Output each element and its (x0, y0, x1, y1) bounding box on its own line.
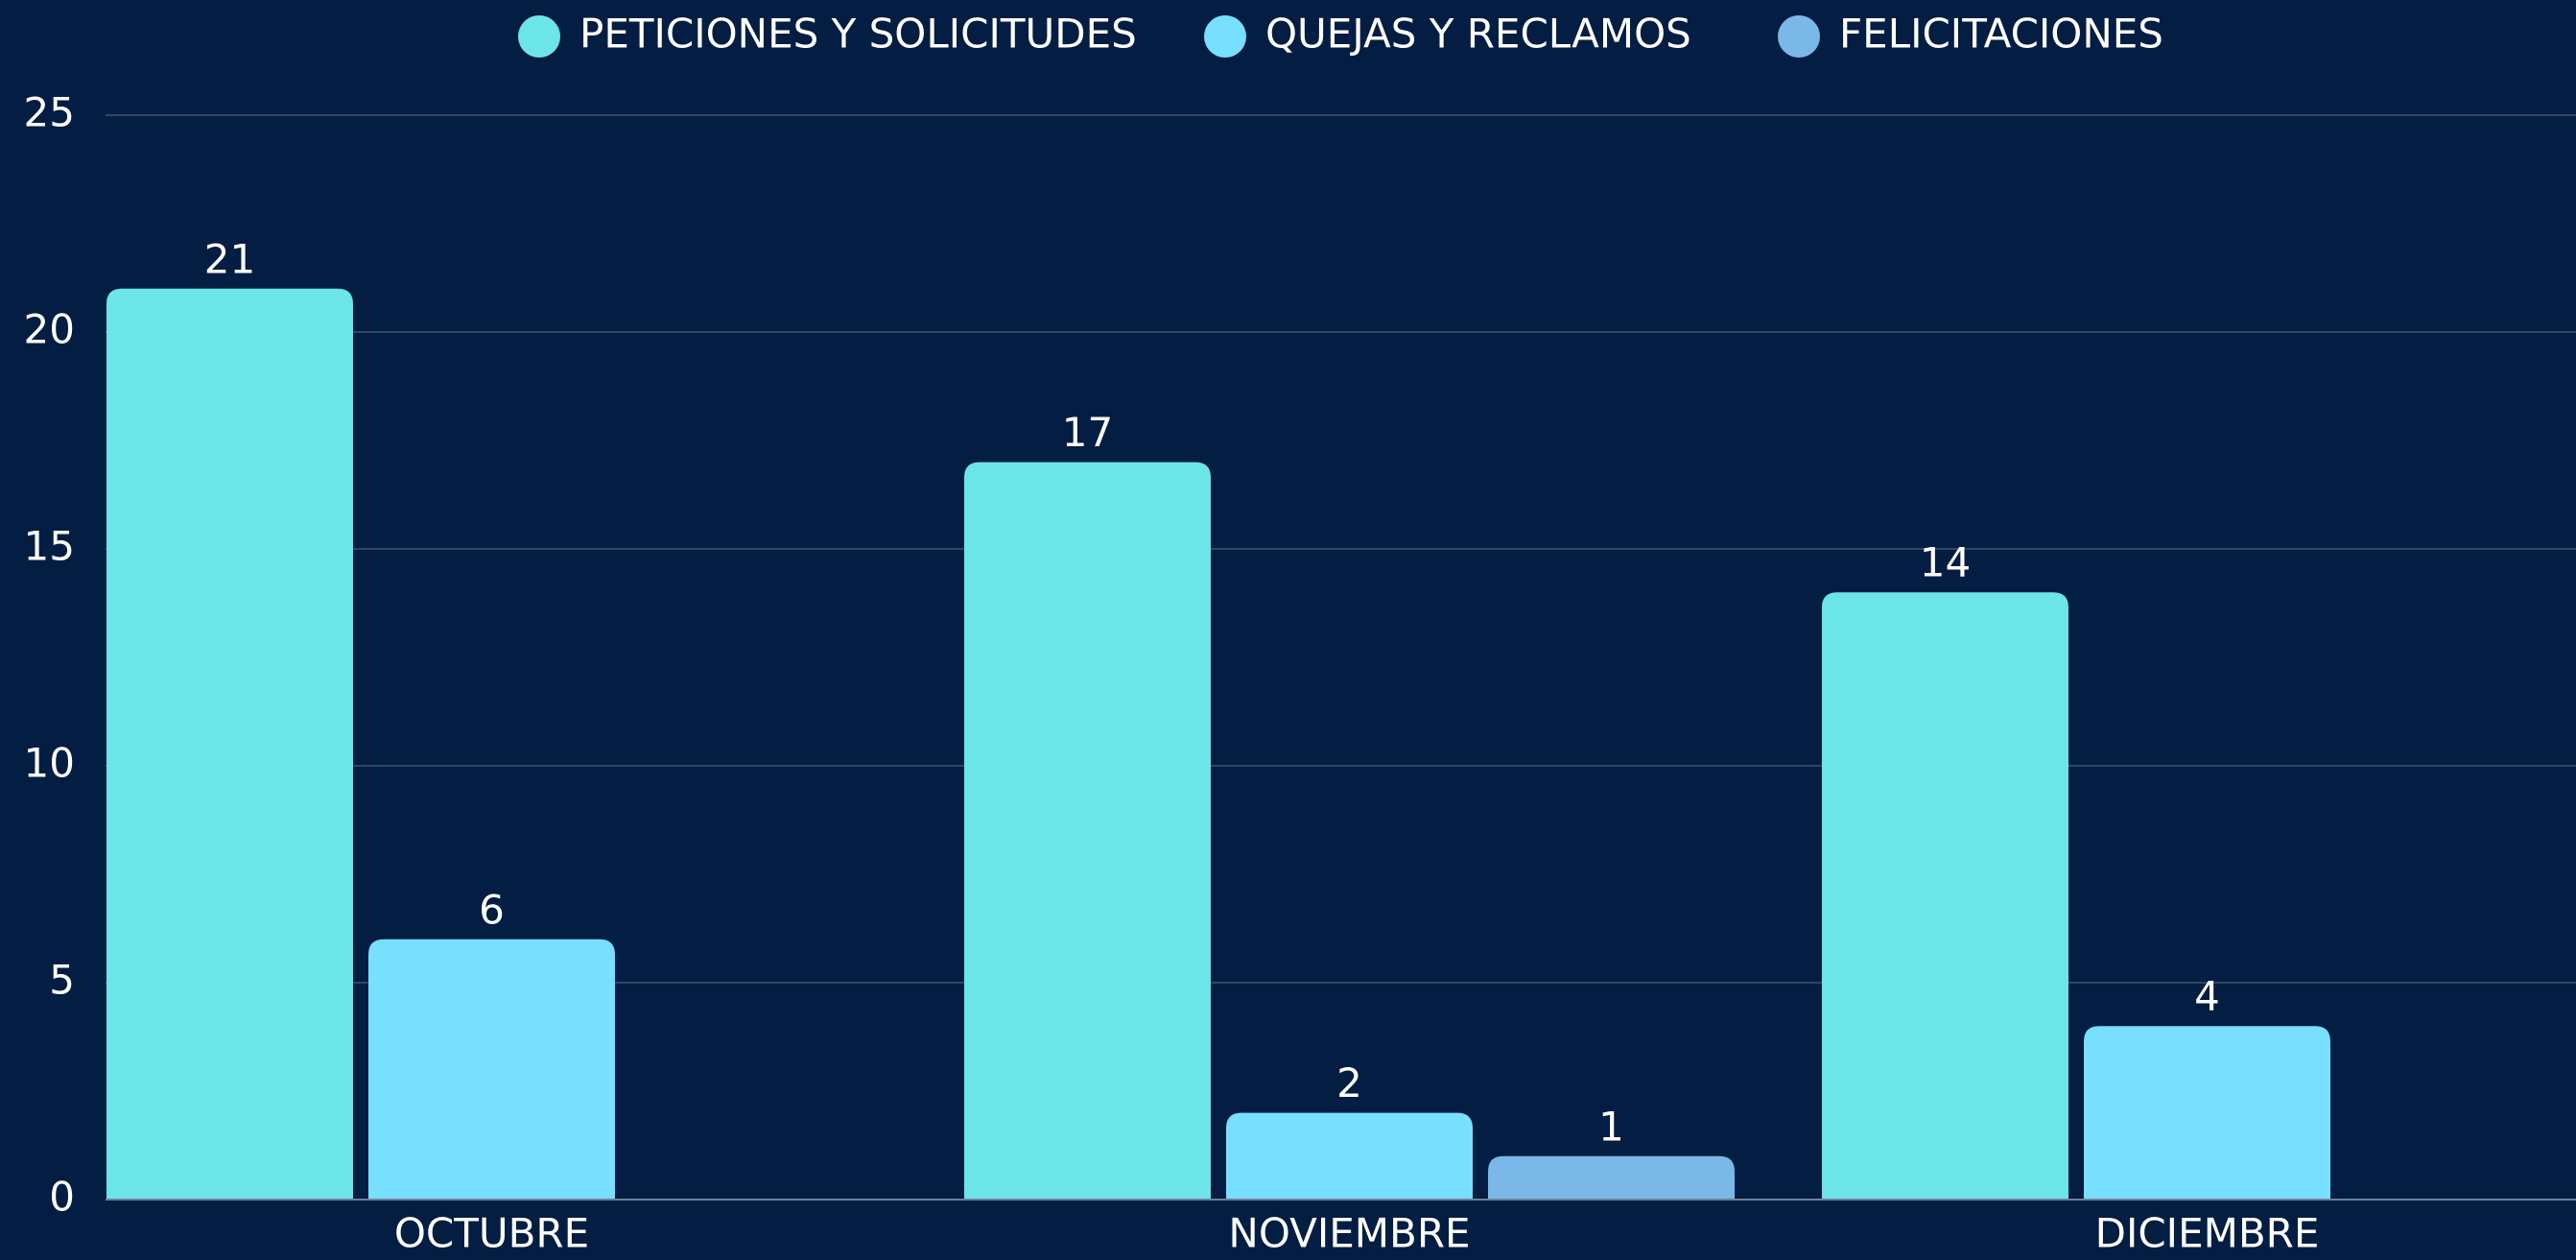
y-tick-label: 20 (24, 306, 75, 353)
data-label: 21 (204, 235, 255, 282)
legend-label: FELICITACIONES (1839, 11, 2163, 58)
y-tick-label: 25 (24, 89, 75, 136)
legend-label: QUEJAS Y RECLAMOS (1265, 11, 1691, 58)
legend-swatch (518, 15, 560, 58)
data-label: 17 (1062, 409, 1113, 456)
bar (1488, 1155, 1735, 1200)
bar (964, 462, 1211, 1201)
data-label: 1 (1598, 1103, 1624, 1150)
data-label: 6 (479, 886, 505, 933)
bar (2084, 1026, 2330, 1200)
y-tick-label: 5 (49, 957, 75, 1004)
bar (1226, 1112, 1473, 1200)
y-tick-label: 15 (24, 523, 75, 570)
legend-label: PETICIONES Y SOLICITUDES (579, 11, 1137, 58)
legend-swatch (1778, 15, 1820, 58)
bar (368, 939, 615, 1200)
x-tick-label: DICIEMBRE (2095, 1210, 2320, 1257)
bar (1822, 592, 2068, 1200)
data-label: 2 (1336, 1059, 1362, 1106)
data-label: 4 (2194, 973, 2220, 1020)
legend-swatch (1204, 15, 1246, 58)
bar (106, 288, 353, 1200)
x-tick-label: OCTUBRE (394, 1210, 589, 1257)
data-label: 14 (1920, 539, 1971, 586)
y-tick-label: 0 (49, 1174, 75, 1221)
x-tick-label: NOVIEMBRE (1228, 1210, 1470, 1257)
y-tick-label: 10 (24, 740, 75, 787)
